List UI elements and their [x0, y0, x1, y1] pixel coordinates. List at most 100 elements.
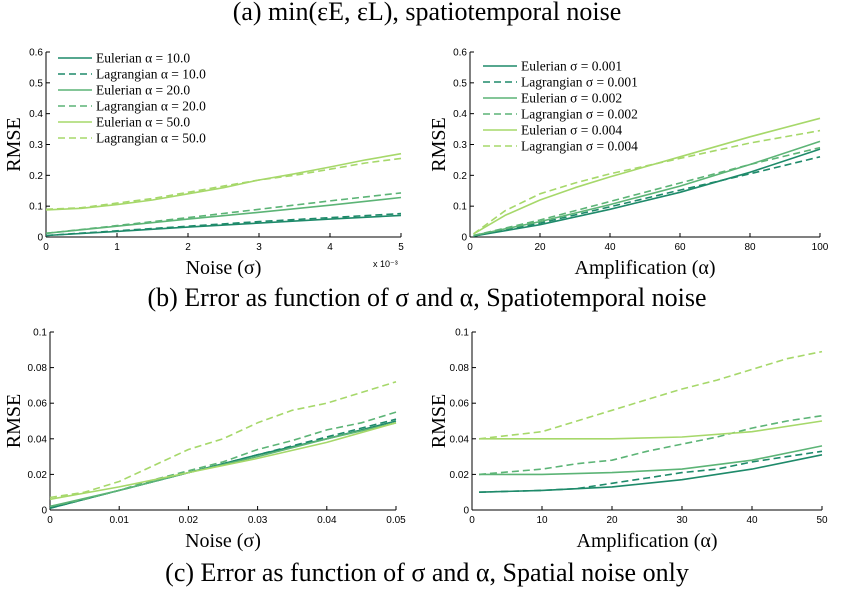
- chart-c-right: 0 0.02 0.04 0.06 0.08 0.1 0 10 20 30 40 50 Amplifica…: [428, 328, 828, 553]
- x-tick-label: 100: [812, 242, 829, 253]
- caption-c: (c) Error as function of σ and α, Spatia…: [165, 558, 689, 587]
- y-tick-label: 0.1: [33, 328, 47, 339]
- x-tick-label: 0.05: [386, 515, 406, 526]
- chart-c-left: 0 0.02 0.04 0.06 0.08 0.1 0 0.01 0.02 0.03 0.04 0.0…: [3, 328, 406, 553]
- legend-entry: Lagrangian σ = 0.004: [521, 139, 638, 154]
- x-tick-label: 0: [467, 242, 473, 253]
- x-axis-label: Amplification (α): [577, 530, 718, 552]
- x-tick-label: 20: [606, 515, 618, 526]
- x-tick-label: 30: [676, 515, 688, 526]
- series-line: [473, 156, 821, 237]
- series-line: [478, 350, 823, 440]
- y-tick-label: 0.6: [453, 48, 467, 59]
- chart-b-right: 0 0.1 0.2 0.3 0.4 0.5 0.6 0 20 40 60 80 100 Amplifica…: [428, 48, 829, 280]
- legend-entry: Lagrangian α = 10.0: [96, 67, 206, 82]
- y-tick-label: 0.2: [453, 171, 467, 182]
- x-axis-label: Noise (σ): [185, 530, 261, 552]
- series-line: [473, 140, 821, 237]
- legend-entry: Eulerian α = 10.0: [96, 51, 190, 66]
- x-tick-label: 40: [746, 515, 758, 526]
- series-line: [478, 450, 823, 493]
- x-tick-label: 0.02: [179, 515, 199, 526]
- x-tick-label: 20: [534, 242, 546, 253]
- y-tick-label: 0.1: [453, 202, 467, 213]
- caption-b: (b) Error as function of σ and α, Spatio…: [147, 283, 707, 312]
- legend-entry: Eulerian α = 50.0: [96, 115, 190, 130]
- y-axis-label: RMSE: [3, 117, 25, 171]
- x-tick-label: 0.03: [248, 515, 268, 526]
- series-line: [49, 422, 397, 501]
- x-tick-label: 40: [604, 242, 616, 253]
- x-tick-label: 0: [469, 515, 475, 526]
- x-tick-label: 5: [398, 242, 404, 253]
- series-line: [45, 196, 402, 235]
- y-tick-label: 0.1: [29, 202, 43, 213]
- series-line: [49, 411, 397, 508]
- x-axis-label: Amplification (α): [575, 257, 716, 279]
- x-tick-label: 4: [327, 242, 333, 253]
- y-axis-label: RMSE: [3, 394, 25, 448]
- y-tick-label: 0: [463, 506, 469, 517]
- y-tick-label: 0.02: [450, 470, 470, 481]
- legend-entry: Eulerian σ = 0.001: [521, 59, 622, 74]
- series-line: [45, 152, 402, 211]
- y-tick-label: 0.5: [453, 78, 467, 89]
- legend-entry: Eulerian σ = 0.002: [521, 91, 622, 106]
- x-tick-label: 50: [816, 515, 828, 526]
- y-tick-label: 0.06: [28, 399, 48, 410]
- y-axis-label: RMSE: [428, 117, 450, 171]
- x-tick-label: 0.04: [317, 515, 337, 526]
- x-tick-label: 0.01: [109, 515, 129, 526]
- y-axis-label: RMSE: [428, 394, 450, 448]
- legend-entry: Eulerian σ = 0.004: [521, 123, 622, 138]
- y-tick-label: 0.04: [28, 434, 48, 445]
- legend-entry: Lagrangian α = 20.0: [96, 99, 206, 114]
- series-line: [479, 445, 823, 476]
- y-tick-label: 0.06: [450, 399, 470, 410]
- y-tick-label: 0.4: [29, 109, 43, 120]
- x-axis-label: Noise (σ): [186, 257, 262, 279]
- series-line: [45, 192, 402, 235]
- series-line: [473, 146, 821, 237]
- y-tick-label: 0.04: [450, 434, 470, 445]
- series-line: [473, 148, 821, 237]
- x-exponent-label: x 10⁻³: [373, 259, 398, 269]
- series-line: [45, 214, 402, 237]
- y-tick-label: 0.3: [453, 140, 467, 151]
- y-tick-label: 0: [41, 506, 47, 517]
- legend-entry: Lagrangian σ = 0.002: [521, 107, 638, 122]
- series-line: [49, 422, 397, 508]
- y-tick-label: 0: [37, 233, 43, 244]
- y-tick-label: 0.5: [29, 78, 43, 89]
- legend-entry: Lagrangian σ = 0.001: [521, 75, 638, 90]
- legend-entry: Lagrangian α = 50.0: [96, 131, 206, 146]
- x-tick-label: 1: [114, 242, 120, 253]
- series-line: [45, 157, 402, 211]
- y-tick-label: 0.6: [29, 48, 43, 59]
- series-line: [49, 381, 397, 499]
- caption-a: (a) min(εE, εL), spatiotemporal noise: [232, 0, 622, 26]
- series-line: [473, 129, 821, 235]
- x-tick-label: 60: [674, 242, 686, 253]
- y-tick-label: 0.4: [453, 109, 467, 120]
- y-tick-label: 0.1: [455, 328, 469, 339]
- y-tick-label: 0.08: [28, 363, 48, 374]
- x-tick-label: 0: [47, 515, 53, 526]
- chart-b-left: 0 0.1 0.2 0.3 0.4 0.5 0.6 0 1 2 3 4 5x 10⁻³ Noise (σ)…: [3, 48, 404, 280]
- x-tick-label: 0: [43, 242, 49, 253]
- series-line: [45, 212, 402, 237]
- y-tick-label: 0.08: [450, 363, 470, 374]
- y-tick-label: 0.3: [29, 140, 43, 151]
- series-line: [478, 414, 823, 476]
- x-tick-label: 2: [185, 242, 191, 253]
- legend-entry: Eulerian α = 20.0: [96, 83, 190, 98]
- y-tick-label: 0.02: [28, 470, 48, 481]
- series-line: [473, 117, 821, 235]
- y-tick-label: 0.2: [29, 171, 43, 182]
- series-line: [478, 454, 823, 493]
- x-tick-label: 80: [744, 242, 756, 253]
- x-tick-label: 3: [256, 242, 262, 253]
- series-line: [479, 420, 823, 440]
- y-tick-label: 0: [461, 233, 467, 244]
- x-tick-label: 10: [536, 515, 548, 526]
